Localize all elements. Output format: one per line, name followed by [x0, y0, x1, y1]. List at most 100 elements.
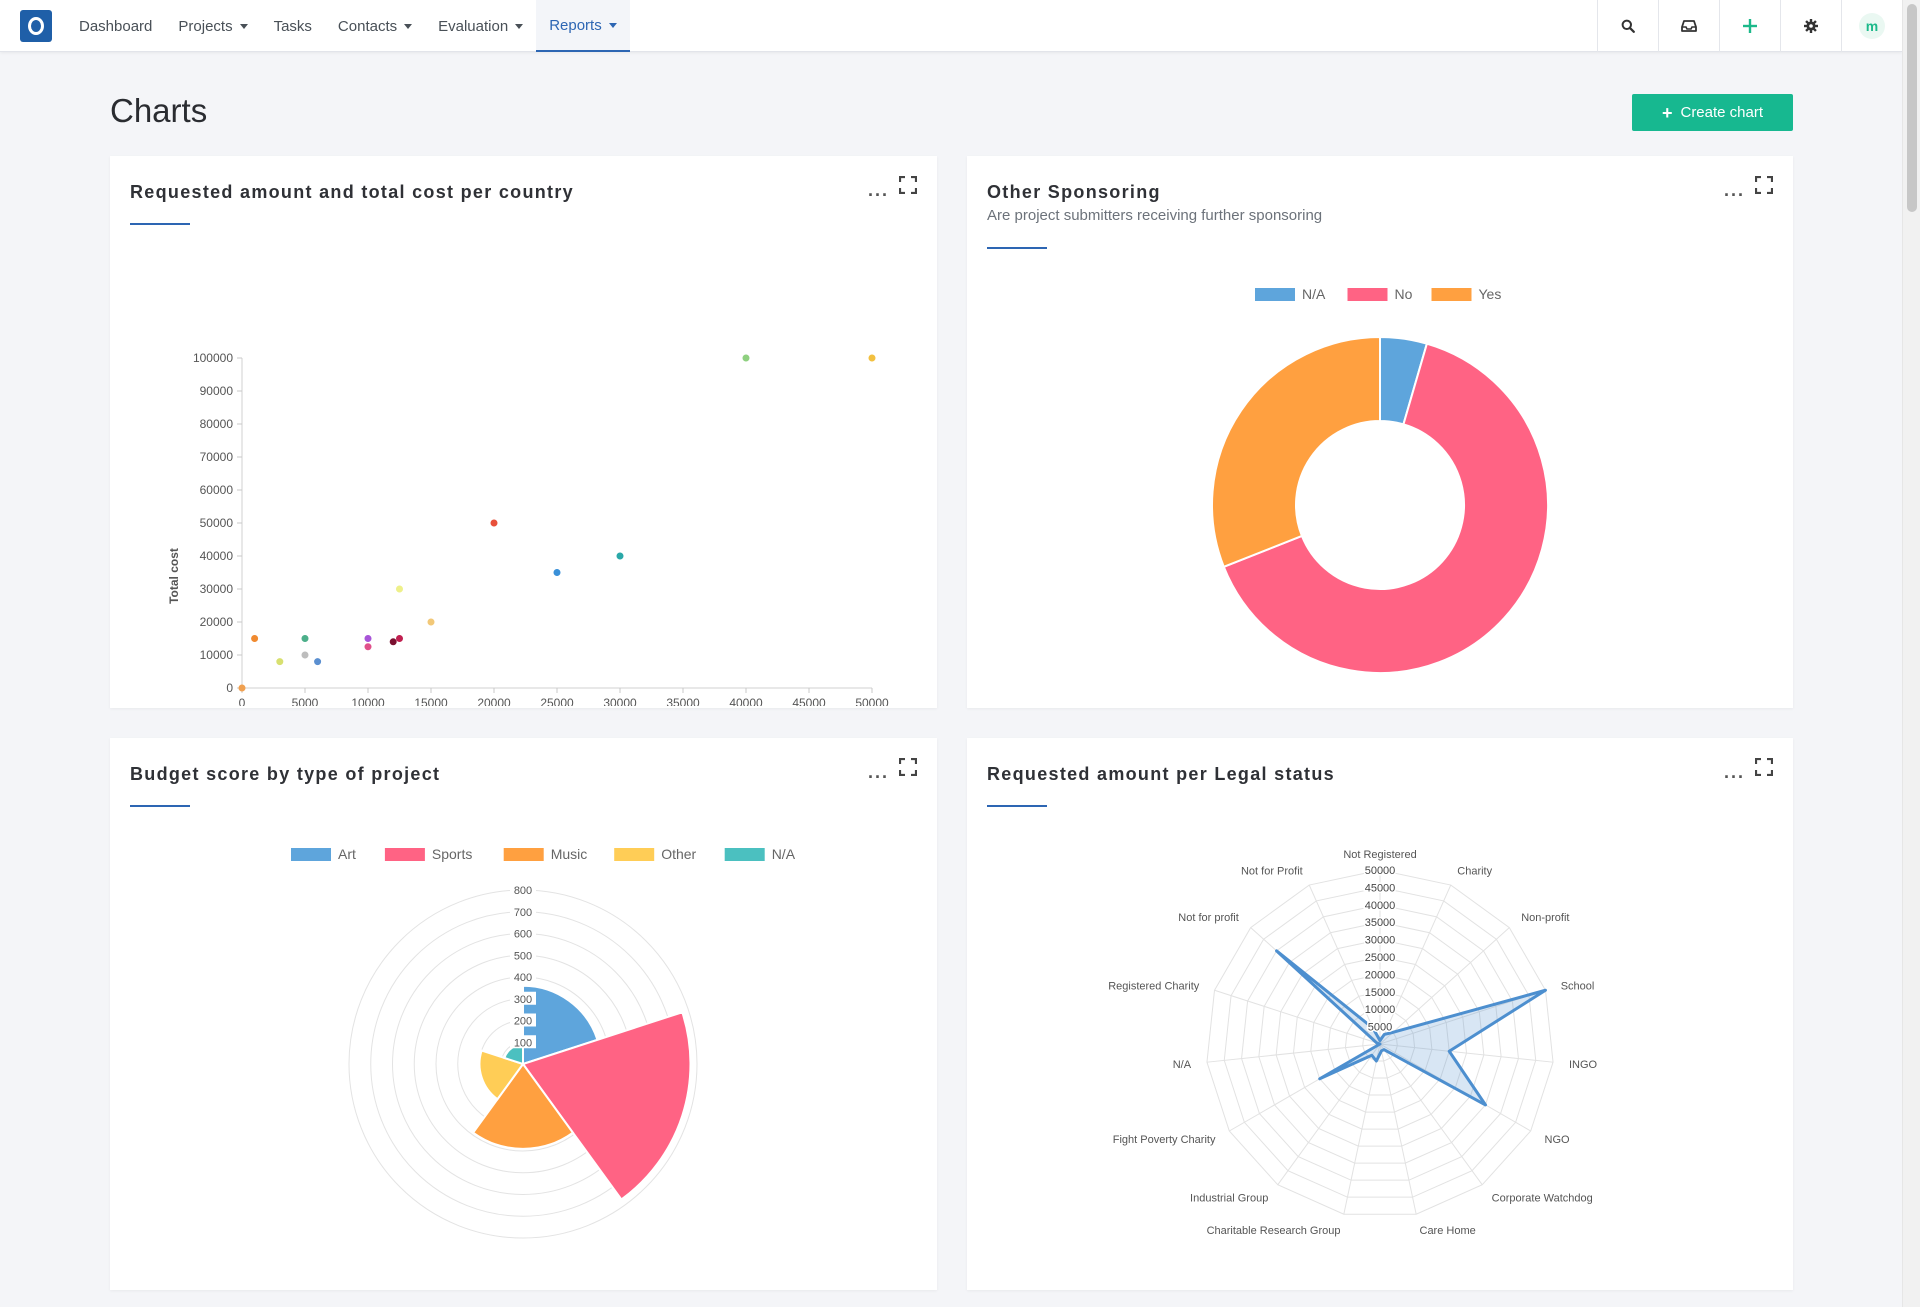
more-options-button[interactable]: ...	[867, 762, 889, 782]
donut-chart-card: Other Sponsoring Are project submitters …	[967, 156, 1793, 708]
nav-contacts[interactable]: Contacts	[325, 0, 425, 52]
nav-label: Projects	[178, 17, 233, 35]
y-tick-label: 80000	[200, 417, 234, 431]
page-title: Charts	[110, 92, 208, 129]
polar-segment	[521, 1010, 692, 1201]
create-chart-button[interactable]: + Create chart	[1632, 94, 1793, 131]
legend-swatch	[614, 848, 655, 861]
polar-segment	[471, 1062, 575, 1150]
card-title: Requested amount and total cost per coun…	[130, 182, 574, 202]
settings-button[interactable]	[1780, 0, 1841, 52]
more-options-button[interactable]: ...	[1723, 180, 1745, 200]
donut-chart: N/A No Yes	[1211, 286, 1549, 674]
legend-swatch	[1347, 288, 1388, 301]
legend-swatch	[291, 848, 331, 861]
expand-icon[interactable]	[1755, 758, 1773, 776]
nav-reports[interactable]: Reports	[536, 0, 630, 52]
expand-icon[interactable]	[1755, 176, 1773, 194]
data-point	[389, 638, 397, 646]
y-tick-label: 100000	[193, 351, 233, 365]
tick-label-backdrop	[510, 1035, 536, 1049]
card-subtitle: Are project submitters receiving further…	[987, 207, 1323, 224]
legend-swatch	[503, 848, 544, 861]
main-nav: Dashboard Projects Tasks Contacts Evaluation…	[66, 0, 630, 52]
x-tick-label: 0	[239, 696, 246, 706]
data-point	[364, 634, 372, 642]
avatar: m	[1859, 13, 1885, 39]
radar-spoke	[1379, 1043, 1417, 1215]
radar-grid-ring	[1310, 973, 1450, 1113]
title-underline	[987, 247, 1047, 249]
radar-grid-ring	[1362, 1026, 1398, 1062]
radar-spoke	[1379, 1043, 1554, 1063]
radar-axis-label: Fight Poverty Charity	[1113, 1134, 1216, 1146]
add-button[interactable]	[1719, 0, 1780, 52]
page-scrollbar[interactable]	[1902, 0, 1920, 1307]
radar-axis-label: Not for Profit	[1241, 865, 1303, 877]
radar-spoke	[1379, 884, 1452, 1045]
radar-tick-label: 35000	[1365, 917, 1396, 929]
nav-actions: m	[1597, 0, 1902, 52]
x-tick-label: 35000	[666, 696, 700, 706]
user-menu[interactable]: m	[1841, 0, 1902, 52]
inbox-button[interactable]	[1658, 0, 1719, 52]
chevron-down-icon	[515, 23, 524, 29]
legend-label: Music	[551, 846, 588, 862]
radar-axis-label: Not Registered	[1343, 849, 1416, 861]
polar-tick-label: 200	[514, 1016, 532, 1028]
nav-label: Evaluation	[438, 17, 509, 35]
radar-axis-label: School	[1561, 980, 1595, 992]
data-point	[395, 634, 403, 642]
radar-tick-label: 45000	[1365, 882, 1396, 894]
search-button[interactable]	[1597, 0, 1658, 52]
more-options-button[interactable]: ...	[867, 180, 889, 200]
nav-projects[interactable]: Projects	[165, 0, 260, 52]
radar-spoke	[1214, 989, 1381, 1045]
create-chart-label: Create chart	[1680, 104, 1764, 121]
title-underline	[130, 223, 190, 225]
y-tick-label: 70000	[200, 450, 234, 464]
radar-axis-label: Industrial Group	[1190, 1193, 1268, 1205]
donut-slice	[1211, 335, 1381, 569]
legend-swatch	[724, 848, 765, 861]
y-tick-label: 60000	[200, 483, 234, 497]
expand-icon[interactable]	[899, 176, 917, 194]
x-tick-label: 15000	[414, 696, 448, 706]
chevron-down-icon	[404, 23, 413, 29]
app-logo[interactable]	[20, 10, 52, 42]
scatter-chart: 0100002000030000400005000060000700008000…	[167, 351, 889, 706]
expand-icon[interactable]	[899, 758, 917, 776]
polar-tick-label: 600	[514, 929, 532, 941]
radar-spoke	[1379, 1043, 1483, 1186]
legend-label: Art	[338, 846, 356, 862]
y-tick-label: 50000	[200, 516, 234, 530]
nav-evaluation[interactable]: Evaluation	[425, 0, 536, 52]
polar-tick-label: 400	[514, 972, 532, 984]
polar-tick-label: 500	[514, 950, 532, 962]
nav-dashboard[interactable]: Dashboard	[66, 0, 165, 52]
y-axis-title: Total cost	[167, 548, 181, 604]
x-tick-label: 20000	[477, 696, 511, 706]
nav-tasks[interactable]: Tasks	[261, 0, 325, 52]
legend-label: Other	[661, 846, 696, 862]
radar-grid-ring	[1275, 939, 1485, 1147]
radar-tick-label: 5000	[1368, 1022, 1392, 1034]
radar-grid-ring	[1241, 904, 1519, 1181]
legend-swatch	[384, 848, 425, 861]
radar-spoke	[1277, 1043, 1381, 1186]
x-tick-label: 30000	[603, 696, 637, 706]
radar-axis-label: Registered Charity	[1108, 980, 1200, 992]
radar-spoke	[1379, 927, 1510, 1045]
radar-axis-label: Care Home	[1420, 1225, 1476, 1237]
radar-tick-label: 20000	[1365, 969, 1396, 981]
legend-label: Yes	[1479, 286, 1502, 302]
x-tick-label: 45000	[792, 696, 826, 706]
scrollbar-thumb[interactable]	[1907, 4, 1917, 212]
data-point	[553, 568, 561, 576]
data-point	[364, 643, 372, 651]
polar-area-chart: Art Sports Music Other N/A 100 200 300 400 500 600…	[291, 846, 796, 1239]
more-options-button[interactable]: ...	[1723, 762, 1745, 782]
scatter-chart-card: Requested amount and total cost per coun…	[110, 156, 937, 708]
radar-axis-label: N/A	[1173, 1059, 1192, 1071]
donut-slice	[1222, 342, 1549, 674]
